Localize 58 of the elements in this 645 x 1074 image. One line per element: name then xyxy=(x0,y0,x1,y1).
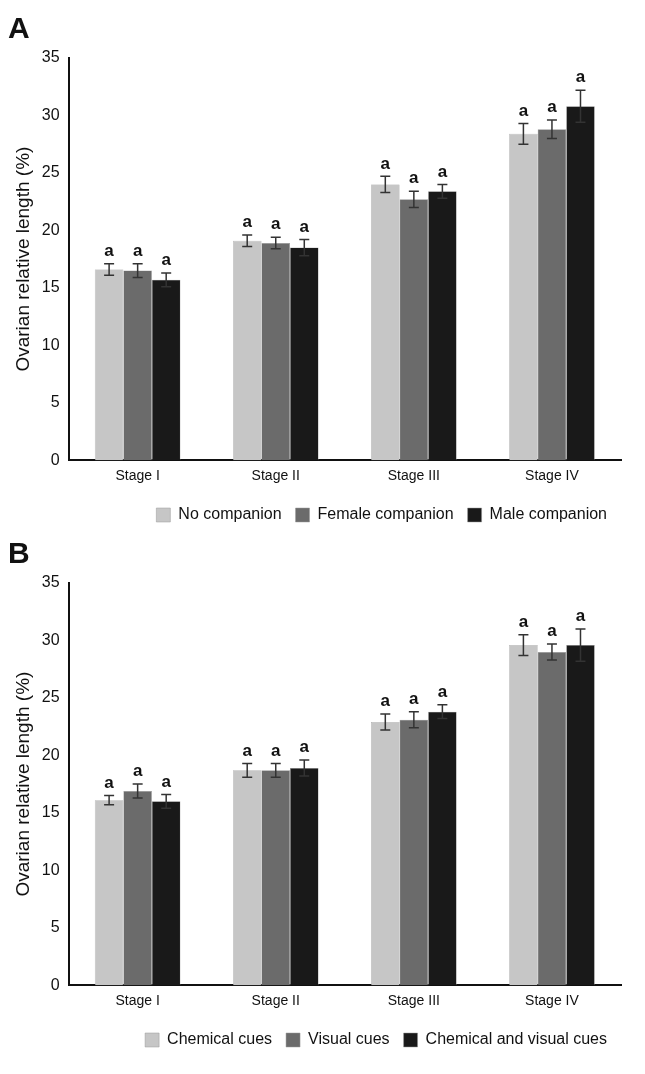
data-label: a xyxy=(242,212,253,232)
y-tick-label: 10 xyxy=(41,335,60,353)
data-label: a xyxy=(409,168,420,188)
data-label: a xyxy=(132,761,143,781)
data-label: a xyxy=(299,737,310,757)
data-label: a xyxy=(299,216,310,236)
data-label: a xyxy=(518,100,529,120)
legend-label: Female companion xyxy=(317,505,454,523)
y-tick-label: 5 xyxy=(50,918,60,936)
data-label: a xyxy=(104,240,115,260)
data-label: a xyxy=(380,691,391,711)
x-tick-label: Stage I xyxy=(115,992,160,1009)
legend-label: Male companion xyxy=(489,505,608,523)
data-label: a xyxy=(547,97,558,117)
legend-label: Chemical and visual cues xyxy=(425,1030,607,1048)
y-tick-label: 30 xyxy=(41,630,60,648)
y-tick-label: 20 xyxy=(41,220,60,238)
legend-label: Visual cues xyxy=(308,1030,390,1048)
x-tick-label: Stage II xyxy=(251,992,300,1009)
x-tick-label: Stage IV xyxy=(525,992,580,1009)
x-tick-label: Stage IV xyxy=(525,467,580,484)
data-label: a xyxy=(271,740,282,760)
y-tick-label: 15 xyxy=(41,278,60,296)
y-tick-label: 20 xyxy=(41,745,60,763)
y-tick-label: 5 xyxy=(50,393,60,411)
data-label: a xyxy=(242,740,253,760)
y-tick-label: 25 xyxy=(41,688,60,706)
data-label: a xyxy=(409,688,420,708)
x-tick-label: Stage II xyxy=(251,467,300,484)
y-tick-label: 10 xyxy=(41,860,60,878)
data-label: a xyxy=(437,682,448,701)
chart-title: A xyxy=(8,11,30,45)
legend-label: Chemical cues xyxy=(167,1030,273,1048)
y-axis-title: Ovarian relative length (%) xyxy=(11,146,33,372)
data-label: a xyxy=(380,153,391,173)
x-tick-label: Stage III xyxy=(387,992,440,1009)
data-label: a xyxy=(132,240,143,260)
y-tick-label: 25 xyxy=(41,163,60,181)
x-tick-label: Stage III xyxy=(387,467,440,484)
y-tick-label: 35 xyxy=(41,573,60,591)
y-axis-title: Ovarian relative length (%) xyxy=(11,671,33,897)
data-label: a xyxy=(575,606,586,626)
y-tick-label: 0 xyxy=(50,975,60,993)
chart-title: B xyxy=(8,536,30,570)
data-label: a xyxy=(575,67,586,87)
data-label: a xyxy=(437,161,448,181)
y-tick-label: 30 xyxy=(41,105,60,123)
data-label: a xyxy=(547,621,558,641)
x-tick-label: Stage I xyxy=(115,467,160,484)
data-label: a xyxy=(518,611,529,631)
y-tick-label: 35 xyxy=(41,48,60,66)
legend-label: No companion xyxy=(178,505,282,523)
y-tick-label: 0 xyxy=(50,450,60,468)
data-label: a xyxy=(161,771,172,791)
data-label: a xyxy=(104,772,115,792)
data-label: a xyxy=(271,214,282,234)
y-tick-label: 15 xyxy=(41,803,60,821)
data-label: a xyxy=(161,250,172,270)
